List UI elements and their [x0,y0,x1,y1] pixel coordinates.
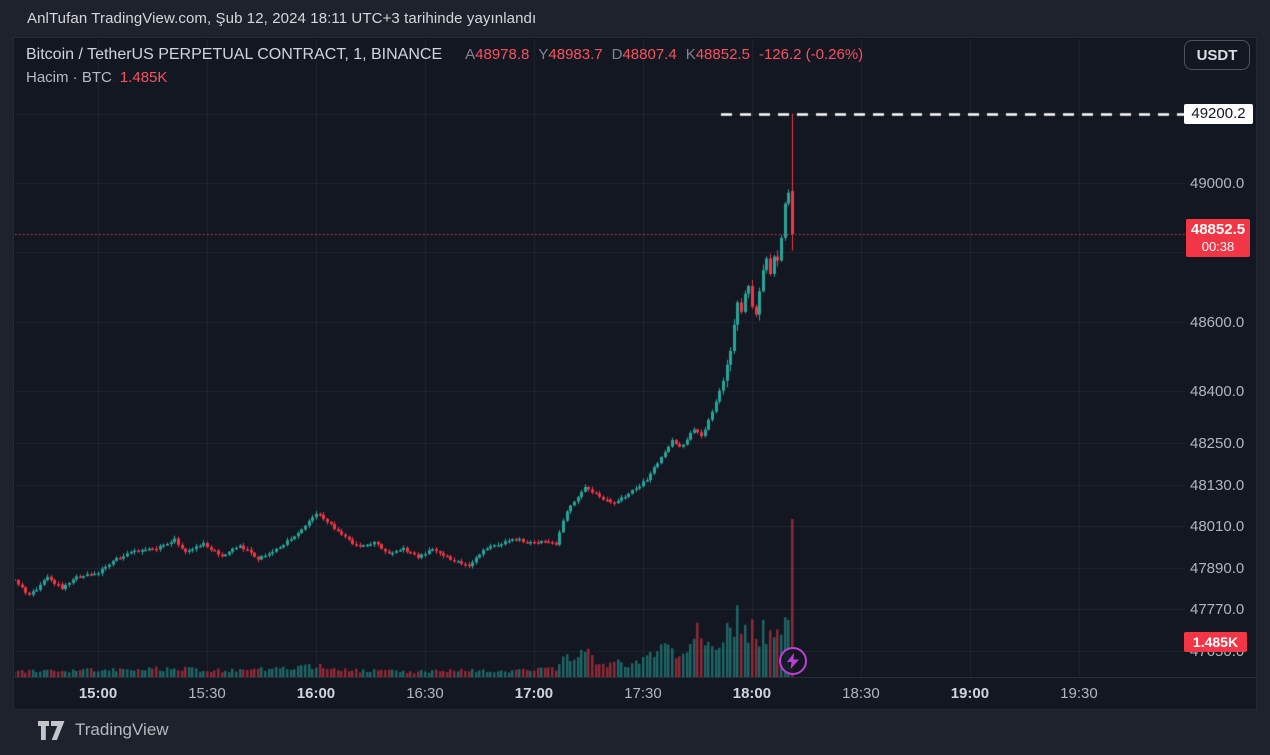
time-axis[interactable]: 15:00 15:30 16:00 16:30 17:00 17:30 18:00 18:30… [14,677,1256,709]
time-axis-label: 19:00 [950,685,990,702]
high-price-label: 49200.2 [1184,103,1253,124]
time-axis-label: 17:30 [624,685,662,702]
tradingview-logo-link[interactable]: TradingView [38,720,169,740]
low-value: 48807.4 [622,46,677,63]
volume-indicator-label[interactable]: Hacim · BTC [26,69,112,86]
lightning-icon [787,653,799,669]
close-key: K [685,46,696,63]
flash-marker-button[interactable] [779,647,807,675]
ohlc-values: A48978.8 Y48983.7 D48807.4 K48852.5 -126.2 (… [456,46,863,63]
close-value: 48852.5 [695,46,750,63]
time-axis-label: 18:30 [842,685,880,702]
price-axis-label: 48250.0 [1190,434,1245,452]
open-value: 48978.8 [475,46,530,63]
time-axis-label: 15:30 [188,685,226,702]
time-axis-label: 18:00 [732,685,772,702]
last-price-value: 48852.5 [1190,221,1246,239]
currency-toggle-button[interactable]: USDT [1184,40,1250,70]
tradingview-logo-icon [38,720,65,740]
price-axis-label: 48010.0 [1190,518,1245,536]
chart-header: Bitcoin / TetherUS PERPETUAL CONTRACT, 1… [26,46,863,86]
time-axis-label: 16:00 [296,685,336,702]
high-key: Y [538,46,549,63]
price-axis-label: 48130.0 [1190,476,1245,494]
price-chart-canvas[interactable] [15,39,1185,677]
price-axis-label: 47890.0 [1190,559,1245,577]
time-axis-label: 17:00 [514,685,554,702]
high-value: 48983.7 [548,46,603,63]
low-key: D [611,46,623,63]
last-price-label: 48852.5 00:38 [1186,219,1250,258]
change-value: -126.2 (-0.26%) [758,46,864,63]
publish-info-text: AnlTufan TradingView.com, Şub 12, 2024 1… [27,10,537,27]
price-axis-label: 48400.0 [1190,382,1245,400]
price-axis[interactable]: 47650.047770.047890.048010.048130.048250… [1184,39,1257,677]
price-axis-label: 48600.0 [1190,313,1245,331]
open-key: A [465,46,476,63]
chart-widget: Bitcoin / TetherUS PERPETUAL CONTRACT, 1… [13,37,1257,710]
volume-value-label: 1.485K [1184,632,1247,652]
volume-indicator-value: 1.485K [119,69,168,86]
symbol-title[interactable]: Bitcoin / TetherUS PERPETUAL CONTRACT, 1… [26,46,443,63]
time-axis-label: 19:30 [1060,685,1098,702]
time-axis-label: 15:00 [78,685,118,702]
tradingview-logo-text: TradingView [75,720,169,739]
price-axis-label: 47770.0 [1190,601,1245,619]
time-axis-label: 16:30 [406,685,444,702]
price-axis-label: 49000.0 [1190,175,1245,192]
bar-countdown: 00:38 [1201,239,1235,255]
footer: TradingView [38,720,169,740]
